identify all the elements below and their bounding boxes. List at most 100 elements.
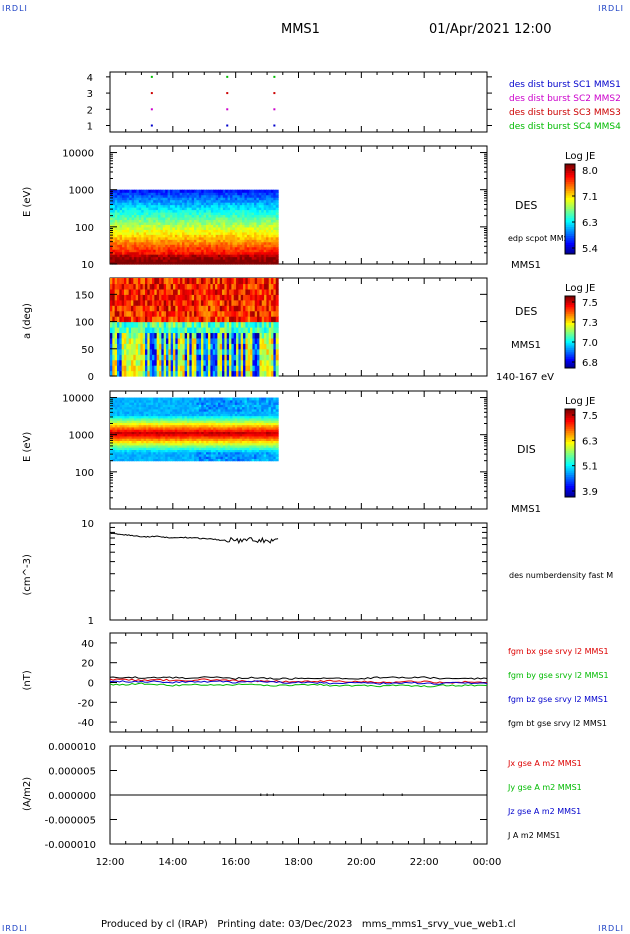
heatmap-cell	[194, 447, 198, 450]
heatmap-cell	[212, 316, 216, 323]
heatmap-cell	[232, 199, 236, 203]
heatmap-cell	[170, 399, 174, 403]
heatmap-cell	[258, 214, 262, 218]
heatmap-cell	[119, 219, 123, 223]
heatmap-cell	[173, 337, 176, 344]
heatmap-cell	[114, 299, 118, 306]
heatmap-cell	[146, 216, 150, 221]
heatmap-cell	[155, 194, 159, 198]
heatmap-cell	[177, 310, 181, 317]
heatmap-cell	[146, 444, 150, 448]
heatmap-cell	[194, 359, 197, 366]
heatmap-cell	[206, 197, 210, 201]
heatmap-cell	[194, 420, 198, 423]
heatmap-cell	[219, 316, 223, 323]
des-energy-spectrogram	[110, 189, 279, 265]
heatmap-cell	[189, 305, 193, 312]
heatmap-cell	[119, 438, 123, 441]
heatmap-cell	[268, 343, 272, 350]
heatmap-cell	[182, 354, 186, 361]
heatmap-cell	[213, 224, 217, 228]
heatmap-cell	[270, 197, 274, 201]
heatmap-cell	[215, 259, 219, 263]
heatmap-cell	[246, 261, 250, 265]
colorbar-tick: 7.3	[582, 318, 598, 329]
heatmap-cell	[146, 424, 150, 428]
heatmap-cell	[258, 231, 262, 235]
heatmap-cell	[237, 239, 241, 243]
heatmap-cell	[250, 278, 254, 285]
heatmap-cell	[155, 219, 159, 223]
heatmap-cell	[136, 241, 140, 245]
heatmap-cell	[134, 417, 138, 421]
heatmap-cell	[191, 221, 195, 225]
heatmap-cell	[222, 216, 226, 221]
heatmap-cell	[189, 283, 193, 290]
heatmap-cell	[119, 440, 123, 444]
heatmap-cell	[201, 216, 205, 221]
heatmap-cell	[210, 226, 214, 230]
heatmap-cell	[251, 209, 255, 213]
heatmap-cell	[158, 424, 162, 428]
heatmap-cell	[172, 256, 176, 260]
heatmap-cell	[162, 251, 166, 255]
heatmap-cell	[189, 249, 193, 253]
heatmap-cell	[126, 456, 130, 460]
heatmap-cell	[170, 406, 174, 410]
heatmap-cell	[201, 343, 204, 350]
heatmap-cell	[128, 327, 132, 334]
heatmap-cell	[117, 397, 121, 401]
heatmap-cell	[256, 261, 260, 265]
heatmap-cell	[172, 442, 176, 446]
heatmap-cell	[177, 413, 181, 417]
heatmap-cell	[136, 406, 140, 410]
heatmap-cell	[172, 429, 176, 432]
heatmap-cell	[258, 236, 262, 240]
heatmap-cell	[208, 256, 212, 260]
heatmap-cell	[167, 453, 171, 457]
heatmap-cell	[177, 337, 181, 344]
heatmap-cell	[134, 226, 138, 230]
heatmap-cell	[213, 197, 217, 201]
heatmap-cell	[257, 283, 261, 290]
heatmap-cell	[189, 221, 193, 225]
heatmap-cell	[167, 216, 171, 221]
heatmap-cell	[243, 354, 246, 361]
heatmap-cell	[184, 305, 188, 312]
heatmap-cell	[161, 321, 165, 328]
heatmap-cell	[217, 316, 221, 323]
heatmap-cell	[177, 299, 181, 306]
heatmap-cell	[167, 189, 171, 193]
heatmap-cell	[254, 239, 258, 243]
heatmap-cell	[163, 332, 167, 339]
heatmap-cell	[270, 199, 274, 203]
heatmap-cell	[243, 359, 246, 366]
heatmap-cell	[257, 321, 261, 328]
heatmap-cell	[205, 332, 209, 339]
heatmap-cell	[172, 199, 176, 203]
heatmap-cell	[254, 229, 258, 233]
heatmap-cell	[165, 417, 169, 421]
heatmap-cell	[234, 197, 238, 201]
heatmap-cell	[273, 256, 277, 260]
heatmap-cell	[236, 288, 239, 295]
heatmap-cell	[112, 256, 116, 260]
heatmap-cell	[156, 348, 160, 355]
heatmap-cell	[213, 214, 217, 218]
heatmap-cell	[112, 415, 116, 419]
heatmap-cell	[177, 449, 181, 453]
heatmap-cell	[112, 343, 116, 350]
heatmap-cell	[170, 224, 174, 228]
heatmap-cell	[168, 321, 172, 328]
heatmap-cell	[227, 259, 231, 263]
heatmap-cell	[122, 451, 126, 455]
heatmap-cell	[206, 216, 210, 221]
heatmap-cell	[261, 224, 265, 228]
heatmap-cell	[142, 337, 146, 344]
heatmap-cell	[189, 202, 193, 206]
des-pitch-angle-spectrogram	[110, 278, 279, 377]
heatmap-cell	[224, 288, 228, 295]
heatmap-cell	[167, 254, 171, 258]
heatmap-cell	[263, 219, 267, 223]
heatmap-cell	[179, 207, 183, 211]
